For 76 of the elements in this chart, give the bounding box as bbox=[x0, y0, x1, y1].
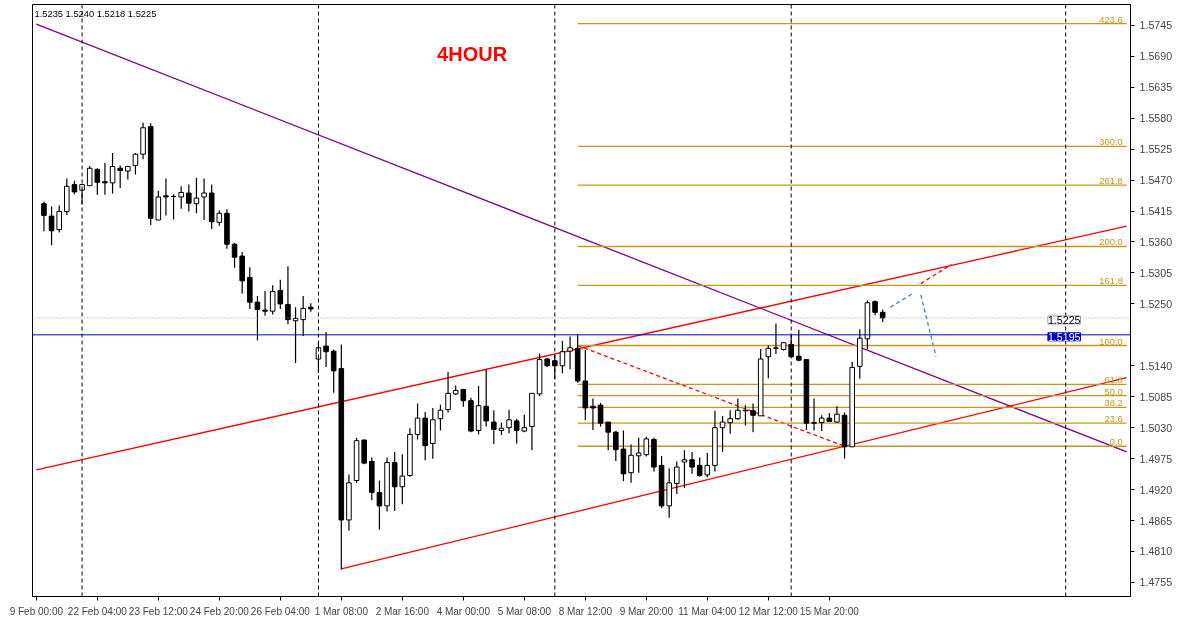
x-tick-label: 8 Mar 12:00 bbox=[558, 605, 613, 617]
candlestick bbox=[750, 402, 756, 433]
series-label: 261.8 bbox=[1099, 176, 1123, 187]
y-tick-label: 1.5415 bbox=[1139, 205, 1173, 218]
candlestick bbox=[773, 322, 779, 355]
candlestick bbox=[430, 407, 436, 460]
candlestick bbox=[796, 329, 802, 362]
candlestick bbox=[178, 185, 184, 210]
y-tick-label: 1.4810 bbox=[1139, 545, 1173, 558]
y-tick-label: 1.5085 bbox=[1139, 390, 1173, 403]
y-tick-label: 1.4920 bbox=[1139, 483, 1173, 496]
y-tick-label: 1.4755 bbox=[1139, 576, 1173, 589]
candlestick bbox=[41, 200, 47, 232]
ref-line-label: 1.5225 bbox=[1047, 313, 1081, 326]
y-tick-label: 1.5470 bbox=[1139, 174, 1173, 187]
candlestick bbox=[811, 397, 817, 432]
series-label: 0.0 bbox=[1109, 437, 1123, 448]
candlestick bbox=[262, 290, 268, 317]
candlestick bbox=[102, 162, 108, 196]
text: 4HOUR bbox=[437, 42, 508, 65]
x-tick-label: 26 Feb 04:00 bbox=[250, 605, 311, 617]
y-tick-label: 1.5580 bbox=[1139, 112, 1173, 125]
series-label: 38.2 bbox=[1104, 398, 1123, 409]
y-tick-label: 1.5525 bbox=[1139, 143, 1173, 156]
x-tick-label: 23 Feb 12:00 bbox=[128, 605, 189, 617]
x-tick-label: 9 Feb 00:00 bbox=[9, 605, 64, 617]
candlestick bbox=[376, 479, 383, 531]
candlestick bbox=[567, 335, 573, 370]
y-tick-label: 1.5690 bbox=[1139, 50, 1173, 63]
candlestick bbox=[559, 340, 566, 374]
y-tick-label: 1.5360 bbox=[1139, 235, 1173, 248]
candlestick bbox=[285, 265, 291, 325]
candlestick bbox=[323, 331, 329, 368]
candlestick bbox=[163, 177, 169, 217]
candlestick bbox=[689, 451, 695, 475]
series-label: 423.6 bbox=[1099, 14, 1123, 25]
candlestick bbox=[613, 430, 619, 462]
x-tick-label: 9 Mar 20:00 bbox=[619, 605, 674, 617]
candlestick bbox=[590, 397, 596, 431]
y-tick-label: 1.4865 bbox=[1139, 514, 1173, 527]
series-label: 200.0 bbox=[1099, 237, 1123, 248]
y-tick-label: 1.5250 bbox=[1139, 297, 1173, 310]
x-tick-label: 22 Feb 04:00 bbox=[67, 605, 128, 617]
series-label: 23.6 bbox=[1104, 414, 1123, 425]
x-tick-label: 1 Mar 08:00 bbox=[314, 605, 369, 617]
series-label: 100.0 bbox=[1099, 336, 1123, 347]
x-tick-label: 5 Mar 08:00 bbox=[497, 605, 552, 617]
x-tick-label: 2 Mar 16:00 bbox=[375, 605, 430, 617]
candlestick bbox=[132, 152, 139, 176]
candlestick bbox=[628, 443, 634, 484]
x-tick-label: 4 Mar 00:00 bbox=[436, 605, 491, 617]
ref-line-label: 1.5195 bbox=[1047, 330, 1081, 343]
candlestick bbox=[765, 344, 772, 379]
series-label: 161.8 bbox=[1099, 276, 1123, 287]
y-tick-label: 1.5030 bbox=[1139, 421, 1173, 434]
y-tick-label: 1.4975 bbox=[1139, 452, 1173, 465]
series-label: 300.0 bbox=[1099, 137, 1123, 148]
candlestick bbox=[735, 397, 741, 421]
x-tick-label: 11 Mar 04:00 bbox=[678, 605, 737, 617]
y-tick-label: 1.5305 bbox=[1139, 266, 1173, 279]
y-tick-label: 1.5635 bbox=[1139, 81, 1173, 94]
series-label: 50.0 bbox=[1104, 386, 1123, 397]
candlestick bbox=[186, 183, 192, 213]
x-tick-label: 12 Mar 12:00 bbox=[738, 605, 799, 617]
y-tick-label: 1.5140 bbox=[1139, 359, 1173, 372]
candlestick bbox=[193, 177, 200, 214]
y-tick-label: 1.5745 bbox=[1139, 19, 1173, 32]
x-tick-label: 15 Mar 20:00 bbox=[799, 605, 860, 617]
candlestick bbox=[445, 371, 451, 414]
x-tick-label: 24 Feb 20:00 bbox=[189, 605, 250, 617]
candlestick bbox=[201, 177, 207, 221]
candlestick bbox=[681, 449, 688, 489]
candlestick bbox=[491, 409, 497, 445]
candlestick bbox=[674, 460, 680, 495]
candlestick bbox=[506, 409, 512, 434]
annotation: 1.5235 1.5240 1.5218 1.5225 bbox=[34, 8, 157, 19]
